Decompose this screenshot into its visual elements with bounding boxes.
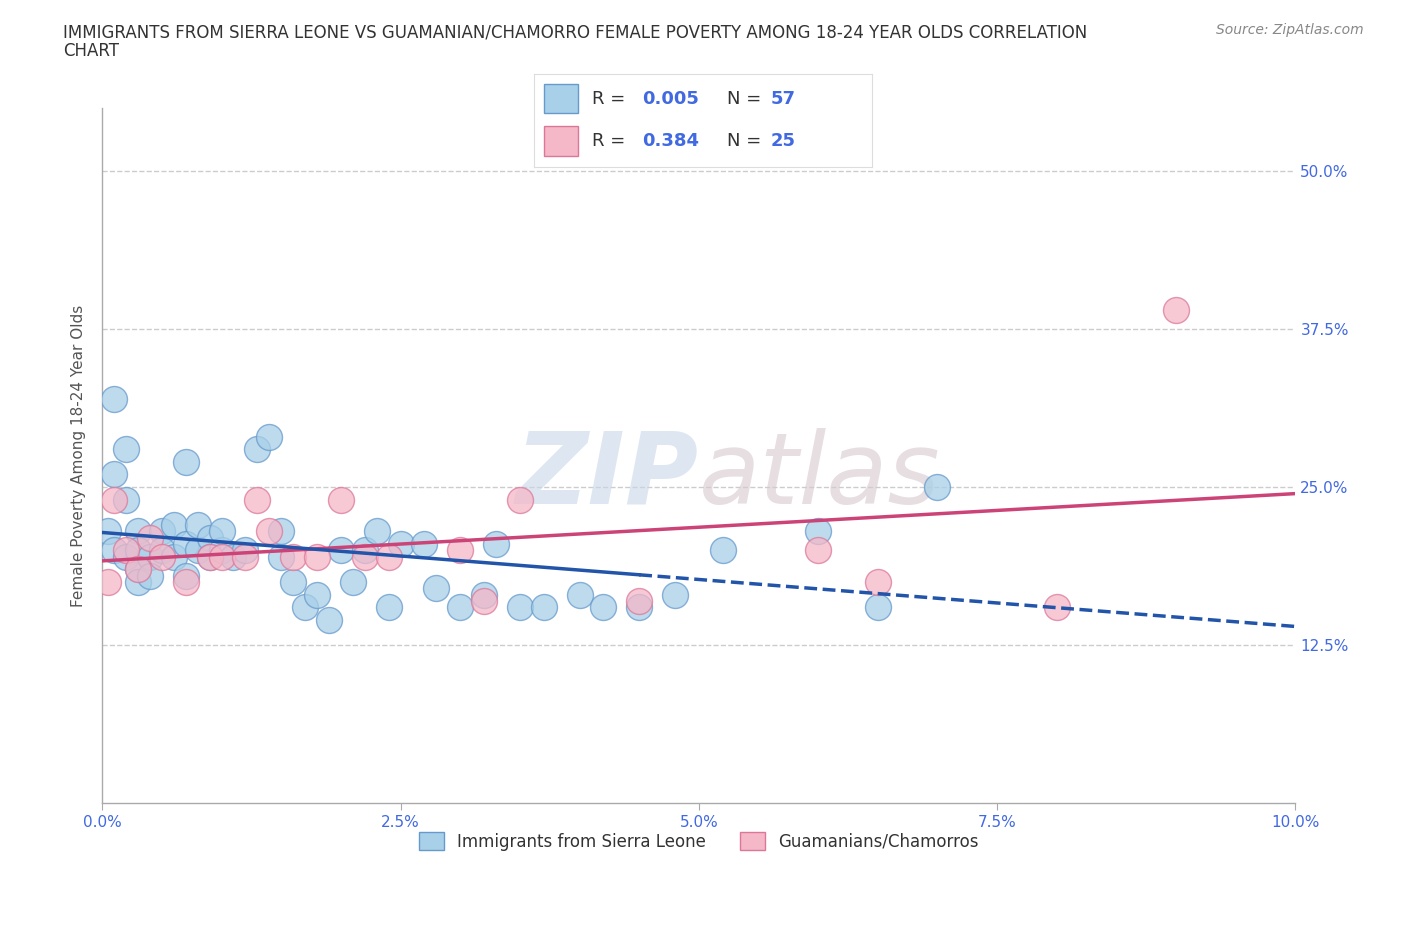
- Point: [97, 575, 120, 590]
- Point: [628, 593, 651, 608]
- Point: [592, 600, 614, 615]
- Point: [305, 587, 328, 602]
- Point: [211, 550, 233, 565]
- Point: [174, 575, 197, 590]
- Point: [115, 492, 138, 507]
- Point: [329, 543, 352, 558]
- Point: [449, 543, 471, 558]
- Text: atlas: atlas: [699, 428, 941, 525]
- Point: [1166, 303, 1188, 318]
- Point: [342, 575, 364, 590]
- Point: [472, 587, 495, 602]
- Text: Source: ZipAtlas.com: Source: ZipAtlas.com: [1216, 23, 1364, 37]
- Point: [866, 575, 889, 590]
- Point: [413, 537, 436, 551]
- Point: [139, 568, 162, 583]
- Text: R =: R =: [592, 89, 631, 108]
- Point: [353, 550, 375, 565]
- Point: [389, 537, 412, 551]
- Point: [235, 550, 257, 565]
- Point: [97, 524, 120, 538]
- Point: [318, 612, 340, 627]
- Text: 0.005: 0.005: [643, 89, 699, 108]
- Point: [174, 537, 197, 551]
- Point: [222, 550, 245, 565]
- Text: N =: N =: [727, 132, 766, 151]
- Point: [115, 442, 138, 457]
- Point: [103, 467, 125, 482]
- Point: [568, 587, 591, 602]
- Point: [211, 543, 233, 558]
- Point: [807, 543, 830, 558]
- Point: [127, 524, 149, 538]
- Text: CHART: CHART: [63, 42, 120, 60]
- Point: [664, 587, 686, 602]
- Point: [103, 392, 125, 406]
- Point: [187, 518, 209, 533]
- Point: [711, 543, 734, 558]
- Text: 57: 57: [770, 89, 796, 108]
- Point: [198, 550, 221, 565]
- Text: R =: R =: [592, 132, 631, 151]
- Point: [425, 581, 447, 596]
- Point: [294, 600, 316, 615]
- Legend: Immigrants from Sierra Leone, Guamanians/Chamorros: Immigrants from Sierra Leone, Guamanians…: [412, 826, 986, 857]
- Point: [174, 568, 197, 583]
- Point: [485, 537, 508, 551]
- Point: [472, 593, 495, 608]
- FancyBboxPatch shape: [544, 84, 578, 113]
- FancyBboxPatch shape: [544, 126, 578, 156]
- Point: [163, 550, 186, 565]
- Point: [139, 530, 162, 545]
- Point: [127, 575, 149, 590]
- Point: [281, 550, 304, 565]
- Point: [377, 600, 399, 615]
- Point: [150, 550, 173, 565]
- Point: [150, 524, 173, 538]
- Point: [246, 442, 269, 457]
- Point: [533, 600, 555, 615]
- Point: [115, 550, 138, 565]
- Point: [509, 600, 531, 615]
- Point: [198, 550, 221, 565]
- Point: [127, 543, 149, 558]
- Point: [187, 543, 209, 558]
- Point: [174, 455, 197, 470]
- Point: [211, 524, 233, 538]
- Point: [115, 543, 138, 558]
- Point: [259, 429, 281, 444]
- Text: 25: 25: [770, 132, 796, 151]
- Point: [246, 492, 269, 507]
- Point: [353, 543, 375, 558]
- Text: N =: N =: [727, 89, 766, 108]
- Point: [150, 543, 173, 558]
- Point: [927, 480, 949, 495]
- Point: [366, 524, 388, 538]
- Text: ZIP: ZIP: [516, 428, 699, 525]
- Point: [449, 600, 471, 615]
- Point: [1046, 600, 1069, 615]
- Point: [866, 600, 889, 615]
- Point: [259, 524, 281, 538]
- Point: [305, 550, 328, 565]
- Text: IMMIGRANTS FROM SIERRA LEONE VS GUAMANIAN/CHAMORRO FEMALE POVERTY AMONG 18-24 YE: IMMIGRANTS FROM SIERRA LEONE VS GUAMANIA…: [63, 23, 1087, 41]
- Point: [807, 524, 830, 538]
- Text: 0.384: 0.384: [643, 132, 699, 151]
- Point: [127, 562, 149, 577]
- Point: [628, 600, 651, 615]
- Point: [103, 492, 125, 507]
- Point: [103, 543, 125, 558]
- Point: [281, 575, 304, 590]
- Point: [377, 550, 399, 565]
- Point: [270, 550, 292, 565]
- Y-axis label: Female Poverty Among 18-24 Year Olds: Female Poverty Among 18-24 Year Olds: [72, 304, 86, 606]
- Point: [329, 492, 352, 507]
- Point: [163, 518, 186, 533]
- Point: [270, 524, 292, 538]
- Point: [198, 530, 221, 545]
- Point: [235, 543, 257, 558]
- Point: [139, 550, 162, 565]
- Point: [127, 562, 149, 577]
- Point: [509, 492, 531, 507]
